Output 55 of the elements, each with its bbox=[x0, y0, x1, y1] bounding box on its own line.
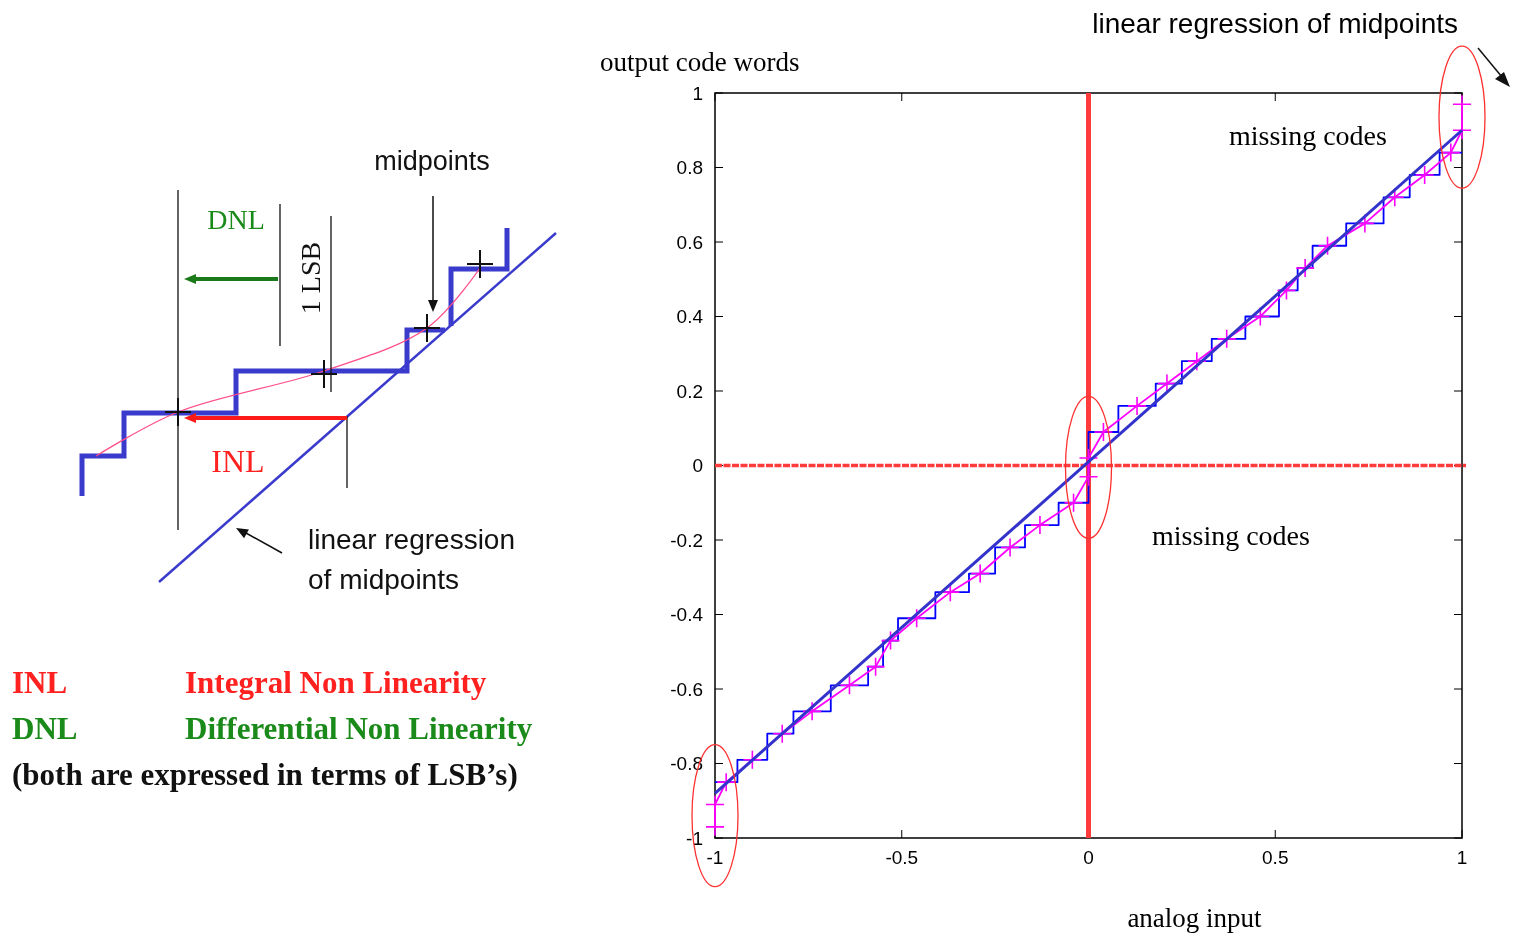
y-tick-label: 0.6 bbox=[676, 231, 703, 253]
point bbox=[865, 656, 886, 677]
text: Differential Non Linearity bbox=[185, 711, 533, 746]
y-tick-label: 0.8 bbox=[676, 157, 703, 179]
point bbox=[1078, 466, 1099, 487]
point bbox=[1216, 329, 1237, 349]
point bbox=[906, 608, 927, 629]
x-tick-label: 0.5 bbox=[1262, 847, 1289, 868]
y-tick-label: -0.6 bbox=[670, 678, 703, 700]
x-tick-label: -1 bbox=[706, 847, 724, 868]
point bbox=[1440, 142, 1461, 163]
point bbox=[1127, 396, 1147, 416]
point bbox=[970, 563, 990, 584]
point bbox=[1452, 94, 1472, 114]
x-tick-label: 1 bbox=[1456, 847, 1468, 868]
point bbox=[1030, 515, 1050, 535]
point bbox=[1187, 351, 1207, 371]
point bbox=[1317, 235, 1338, 256]
point bbox=[1000, 537, 1020, 558]
point bbox=[772, 723, 793, 744]
x-axis-title: analog input bbox=[1127, 903, 1263, 933]
text: linear regression of midpoints bbox=[1092, 8, 1458, 39]
text: linear regression of midpoints bbox=[308, 524, 515, 595]
y-tick-label: -0.4 bbox=[670, 604, 704, 626]
point bbox=[802, 701, 822, 722]
x-tick-label: 0 bbox=[1083, 847, 1094, 868]
point bbox=[1093, 422, 1114, 442]
point bbox=[1157, 373, 1177, 394]
y-tick-label: 1 bbox=[692, 82, 703, 104]
text: Integral Non Linearity bbox=[185, 665, 487, 700]
point bbox=[1276, 280, 1297, 301]
text: INL bbox=[12, 665, 68, 700]
point bbox=[716, 772, 737, 792]
text: midpoints bbox=[374, 146, 490, 176]
x-tick-label: -0.5 bbox=[885, 847, 919, 868]
annotation: missing codes bbox=[1229, 120, 1387, 151]
point bbox=[1452, 120, 1472, 141]
point bbox=[1295, 258, 1315, 278]
point bbox=[705, 794, 725, 815]
text: 1 LSB bbox=[294, 241, 326, 315]
text: DNL bbox=[207, 204, 265, 235]
text: INL bbox=[211, 443, 265, 479]
point bbox=[1063, 492, 1084, 513]
y-tick-label: 0.4 bbox=[676, 306, 704, 328]
text: (both are expressed in terms of LSB’s) bbox=[12, 757, 518, 792]
y-axis-title: output code words bbox=[600, 47, 800, 77]
point bbox=[1414, 165, 1435, 185]
y-tick-label: -0.2 bbox=[670, 529, 703, 551]
y-tick-label: 0 bbox=[692, 455, 703, 477]
annotation: missing codes bbox=[1152, 520, 1310, 551]
point bbox=[705, 817, 725, 837]
point bbox=[839, 675, 860, 696]
y-tick-label: 0.2 bbox=[676, 380, 703, 402]
text: DNL bbox=[12, 711, 78, 746]
point bbox=[1078, 448, 1099, 468]
